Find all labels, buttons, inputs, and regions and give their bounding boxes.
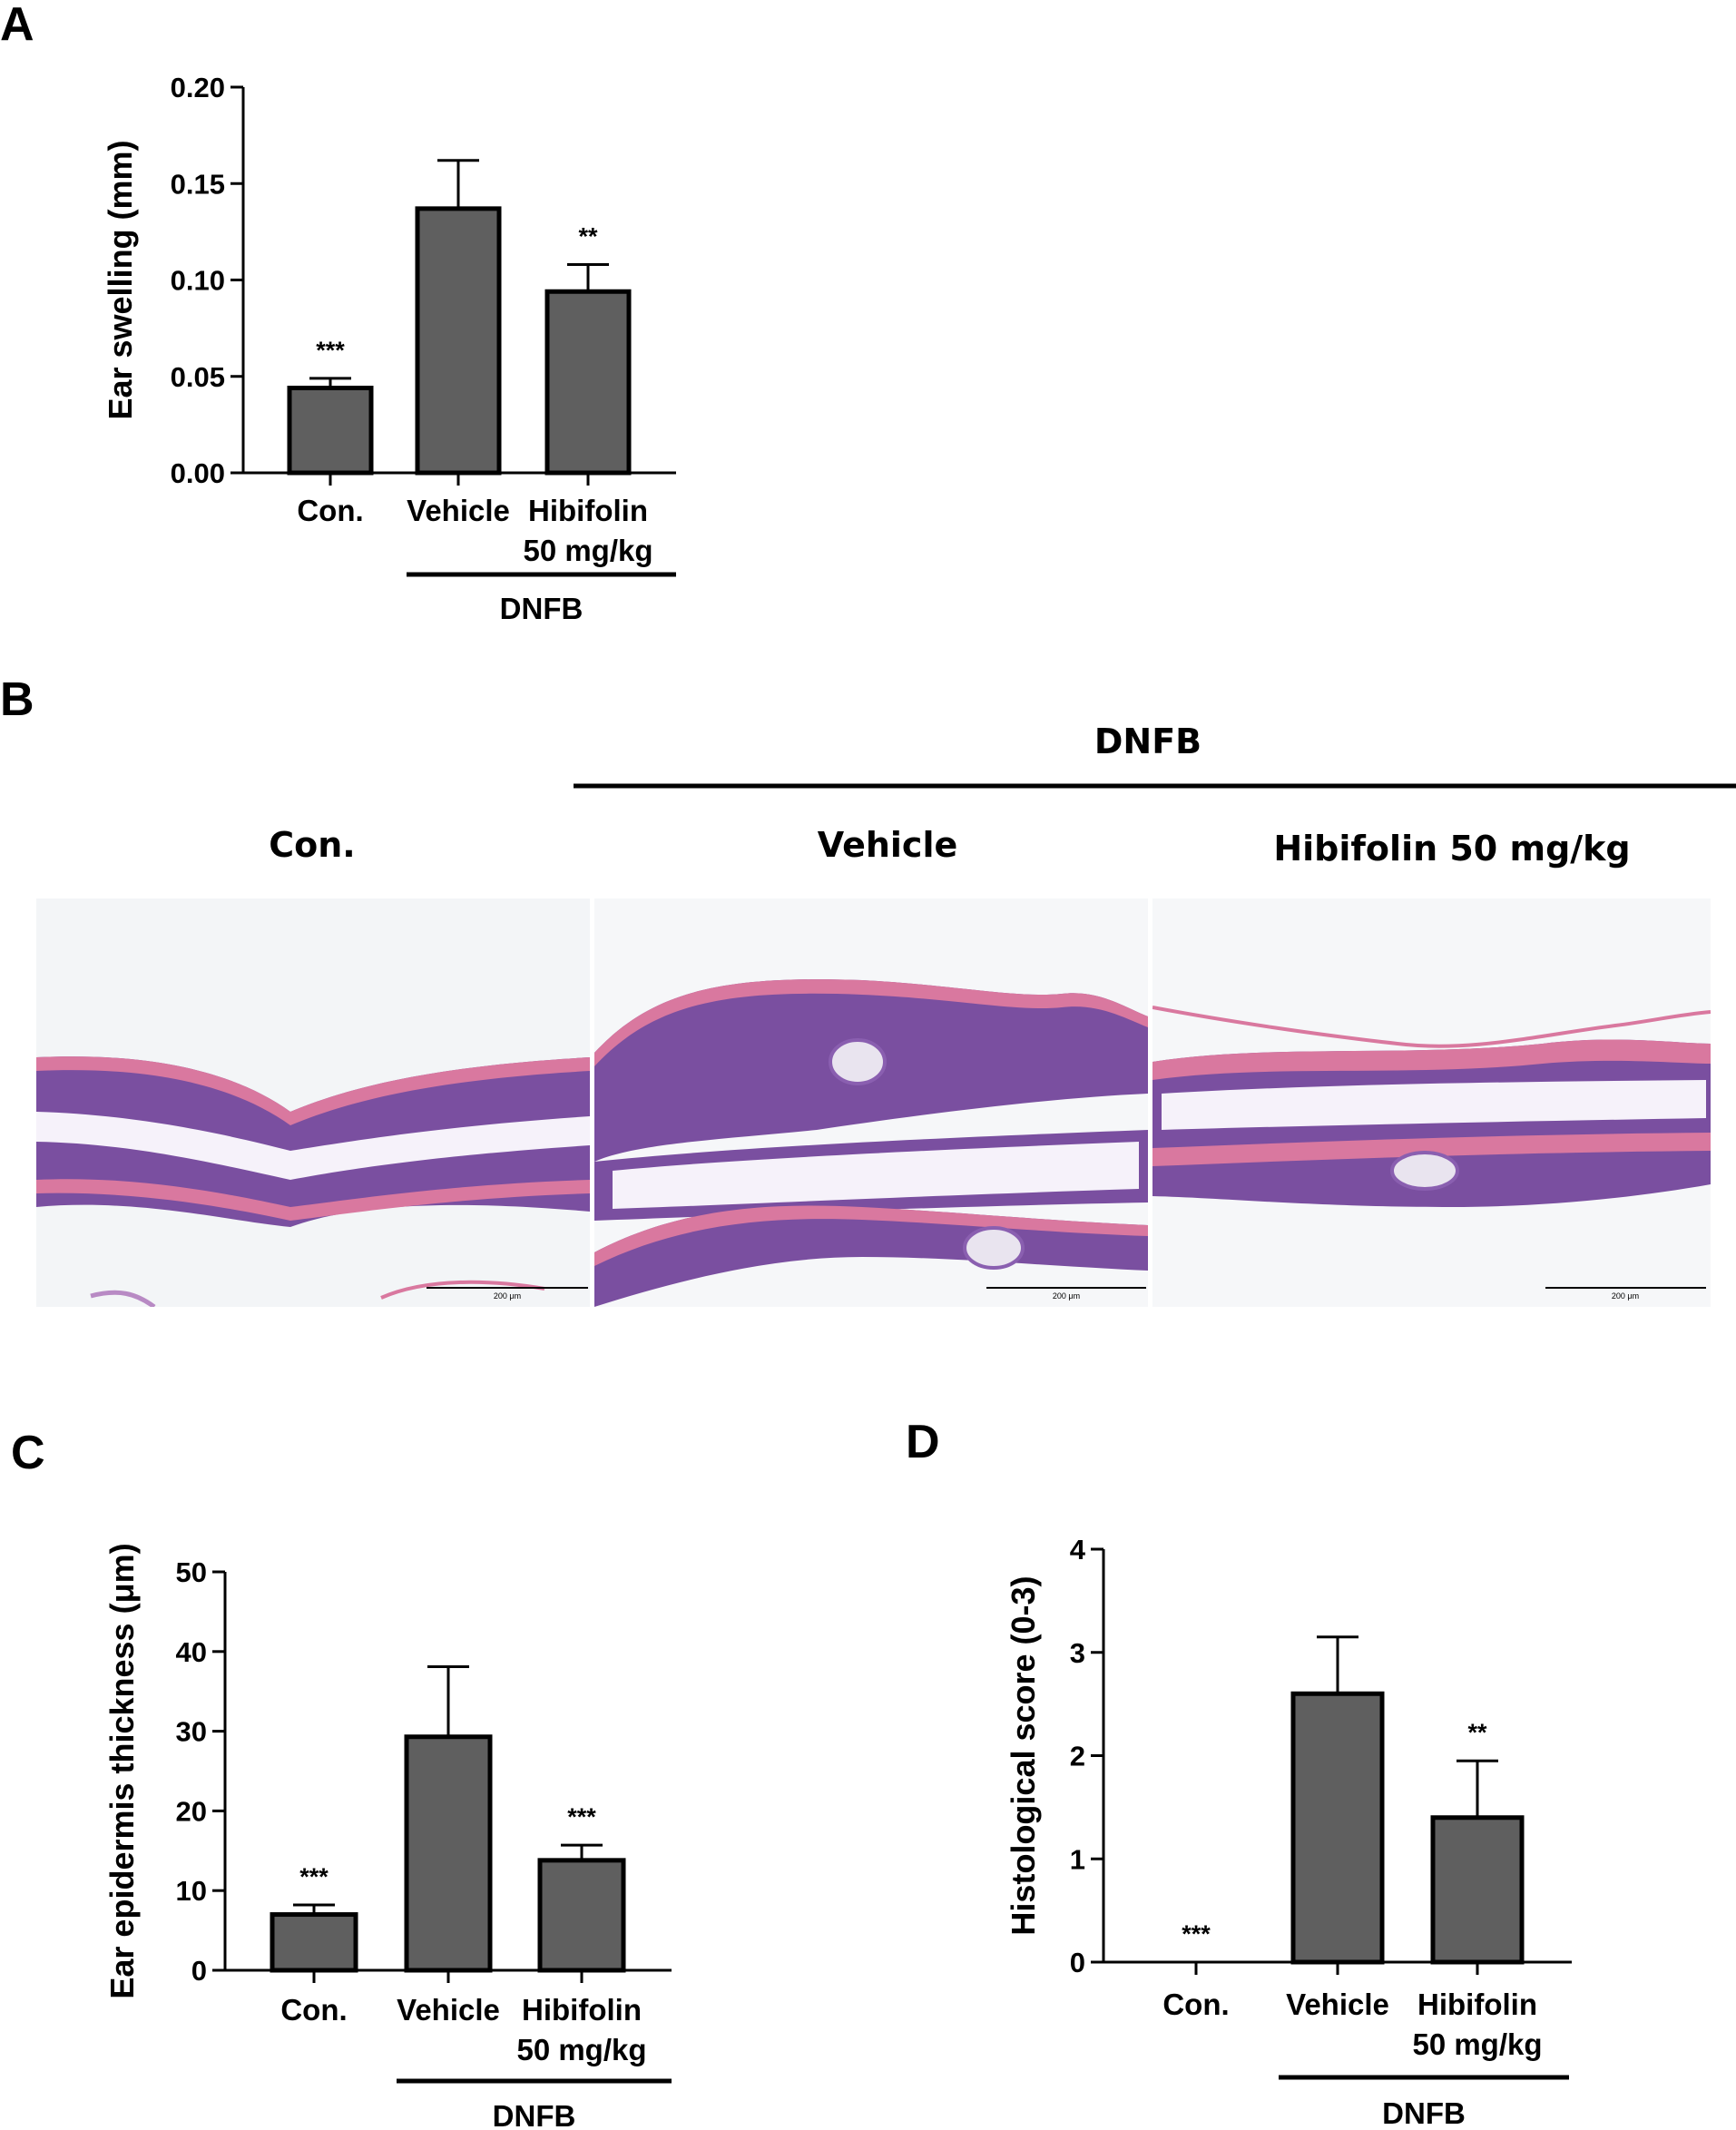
y-tick-label: 40 [176,1636,207,1668]
group-bracket-label: DNFB [500,592,584,625]
significance-marker: *** [299,1863,329,1890]
chart-c-epidermis-thickness: *** Con. Vehicle *** Hibifolin 50 mg/kg 0 10 20 3… [103,1543,672,2130]
category-label: Con. [280,1993,347,2027]
y-tick-label: 30 [176,1716,207,1748]
bar-hibifolin [544,289,632,476]
histology-image-vehicle [594,898,1148,1307]
panel-letter-d: D [906,1416,940,1468]
y-tick-label: 1 [1070,1843,1085,1875]
scale-bar-label-con: 200 μm [494,1291,521,1301]
bar-con [287,386,374,476]
bar-vehicle [415,206,502,476]
y-tick-label: 0.20 [171,72,225,103]
category-label: Con. [1162,1988,1229,2021]
significance-marker: *** [567,1803,596,1831]
significance-marker: *** [316,337,345,364]
scale-bar-label-hibifolin: 200 μm [1612,1291,1639,1301]
bar-hibifolin [1430,1815,1525,1965]
y-tick-label: 0 [191,1955,207,1987]
category-sublabel: 50 mg/kg [1412,2027,1542,2061]
category-sublabel: 50 mg/kg [516,2033,646,2066]
y-tick-label: 0 [1070,1947,1085,1978]
bar-con [270,1912,358,1973]
group-bracket-label: DNFB [493,2099,576,2130]
panel-letter-a: A [0,0,34,51]
category-label: Hibifolin [522,1993,642,2027]
chart-d-histological-score: *** Con. Vehicle ** Hibifolin 50 mg/kg 0 1 2 3 4 Hi… [1005,1534,1572,2130]
histology-column-label-hibifolin: Hibifolin 50 mg/kg [1273,829,1630,869]
bar-vehicle [404,1734,493,1973]
y-axis-title: Ear epidermis thickness (μm) [103,1543,141,1998]
y-tick-label: 0.10 [171,265,225,297]
y-tick-label: 0.15 [171,168,225,200]
significance-marker: *** [1182,1920,1211,1948]
histology-column-label-con: Con. [269,825,355,865]
panel-letter-b: B [0,673,34,726]
bar-hibifolin [537,1858,626,1973]
category-label: Hibifolin [528,494,648,527]
y-axis-title: Ear swelling (mm) [102,140,139,419]
category-label: Vehicle [407,494,510,527]
y-tick-label: 3 [1070,1637,1085,1669]
scale-bar-label-vehicle: 200 μm [1053,1291,1080,1301]
y-tick-label: 4 [1070,1534,1086,1566]
category-sublabel: 50 mg/kg [523,534,652,567]
category-label: Con. [297,494,363,527]
significance-marker: ** [578,223,598,250]
bar-vehicle [1290,1691,1385,1965]
y-tick-label: 0.00 [171,457,225,489]
y-tick-label: 50 [176,1556,207,1588]
histology-column-label-vehicle: Vehicle [818,825,958,865]
category-label: Vehicle [1286,1988,1389,2021]
y-axis-title: Histological score (0-3) [1005,1575,1042,1935]
y-tick-label: 2 [1070,1741,1085,1772]
y-tick-label: 10 [176,1875,207,1907]
y-tick-label: 0.05 [171,361,225,393]
category-label: Vehicle [397,1993,500,2027]
group-bracket-label: DNFB [1382,2096,1466,2130]
panel-letter-c: C [11,1427,45,1479]
category-label: Hibifolin [1417,1988,1537,2021]
histology-image-hibifolin [1152,898,1711,1307]
significance-marker: ** [1467,1719,1487,1746]
histology-image-con [36,898,590,1307]
chart-a-ear-swelling: *** Con. Vehicle ** Hibifolin 50 mg/kg 0.00 0.0… [102,72,676,625]
panel-b-histology: DNFB Con. Vehicle Hibifolin 50 mg/kg 200… [36,721,1736,1307]
histology-group-label: DNFB [1094,721,1201,761]
y-tick-label: 20 [176,1795,207,1827]
